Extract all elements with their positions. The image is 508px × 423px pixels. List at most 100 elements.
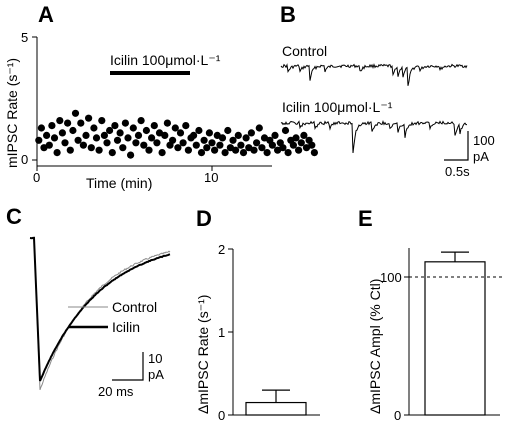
data-point [208, 139, 216, 147]
panel-e: E 100 0 ΔmIPSC Ampl (% Ctl) [358, 206, 505, 423]
icilin-current-trace [280, 119, 467, 154]
data-point [263, 149, 271, 157]
data-point [158, 149, 166, 157]
panel-e-ytick-label-0: 0 [394, 408, 401, 423]
data-point [66, 146, 74, 154]
panel-a-ytick-label-0: 0 [21, 152, 28, 167]
panel-c-scale-time: 20 ms [98, 384, 134, 399]
data-point [98, 117, 106, 125]
data-point [113, 136, 122, 144]
data-point [250, 146, 258, 154]
data-point [308, 141, 316, 149]
data-point [281, 126, 290, 135]
data-point [218, 134, 227, 142]
data-point [205, 129, 213, 137]
data-point [100, 131, 108, 139]
data-point [111, 122, 119, 130]
data-point [268, 141, 276, 149]
data-point [216, 141, 224, 149]
panel-letter-a: A [38, 2, 54, 27]
panel-a-xlabel: Time (min) [86, 175, 152, 191]
legend-label-icilin: Icilin [112, 319, 140, 335]
panel-b-scale-amp: 100 [473, 133, 495, 148]
data-point [79, 141, 87, 149]
panel-a-ylabel: mIPSC Rate (s⁻¹) [4, 58, 20, 168]
data-point [239, 149, 248, 157]
panel-c-scale-amp-unit: pA [148, 367, 164, 382]
data-point [184, 146, 192, 154]
data-point [82, 131, 90, 139]
panel-d-ytick-label-0: 0 [218, 408, 225, 423]
panel-d-bar [245, 401, 307, 416]
data-point [195, 126, 203, 135]
panel-a-xtick-label-10: 10 [204, 170, 218, 185]
data-point [300, 131, 308, 139]
data-point [87, 144, 95, 152]
data-point [150, 122, 158, 130]
panel-e-ytick-label-100: 100 [380, 270, 402, 285]
data-point [234, 131, 242, 139]
data-point [48, 122, 56, 130]
panel-letter-e: E [358, 206, 373, 231]
panel-letter-d: D [196, 206, 212, 231]
panel-d-ylabel: ΔmIPSC Rate (s⁻¹) [195, 295, 211, 414]
data-point [45, 141, 53, 149]
panel-a-data-points [35, 109, 318, 159]
panel-a-drug-label: Icilin 100μmol·L⁻¹ [110, 52, 221, 68]
data-point [108, 149, 116, 157]
data-point [229, 136, 237, 144]
data-point [95, 146, 103, 154]
data-point [134, 131, 143, 139]
data-point [103, 139, 111, 147]
data-point [255, 124, 263, 132]
data-point [61, 139, 69, 147]
panel-letter-b: B [280, 2, 296, 27]
data-point [50, 134, 59, 142]
data-point [169, 136, 177, 144]
data-point [127, 151, 135, 159]
panel-d-ytick-label-2: 2 [218, 242, 225, 257]
panel-b-scale-time: 0.5s [445, 164, 470, 179]
control-current-trace [280, 63, 468, 86]
panel-e-ylabel: ΔmIPSC Ampl (% Ctl) [367, 279, 383, 414]
data-point [137, 117, 145, 125]
panel-d-ytick-label-1: 1 [218, 325, 225, 340]
data-point [179, 139, 187, 147]
data-point [116, 129, 124, 137]
legend-label-control: Control [112, 299, 157, 315]
data-point [171, 124, 179, 132]
panel-letter-c: C [6, 204, 22, 229]
data-point [71, 109, 80, 117]
data-point [258, 144, 266, 152]
data-point [77, 119, 85, 127]
data-point [121, 119, 129, 127]
panel-c: C Control Icilin 10 pA 20 ms [6, 204, 171, 399]
data-point [279, 144, 287, 152]
data-point [129, 124, 137, 132]
data-point [90, 124, 98, 132]
data-point [221, 149, 229, 157]
data-point [271, 131, 279, 139]
data-point [163, 119, 171, 127]
data-point [197, 149, 206, 157]
data-point [247, 129, 255, 137]
data-point [284, 149, 292, 157]
data-point [58, 129, 66, 137]
data-point [161, 131, 169, 139]
panel-c-scale-bar [112, 352, 144, 381]
panel-c-scale-amp: 10 [148, 351, 162, 366]
data-point [124, 134, 132, 142]
panel-e-bar [424, 261, 486, 416]
data-point [37, 124, 46, 132]
data-point [145, 146, 153, 154]
panel-a: A 5 0 0 10 Time (min) mIPSC Rate (s⁻¹) I… [4, 2, 318, 191]
data-point [56, 117, 64, 125]
data-point [85, 114, 93, 122]
panel-b-control-label: Control [282, 43, 327, 59]
data-point [295, 146, 303, 154]
panel-b: B Control Icilin 100μmol·L⁻¹ 100 pA 0.5s [280, 2, 495, 179]
panel-b-icilin-label: Icilin 100μmol·L⁻¹ [282, 99, 393, 115]
data-point [153, 139, 161, 147]
data-point [69, 126, 77, 135]
data-point [253, 139, 261, 147]
